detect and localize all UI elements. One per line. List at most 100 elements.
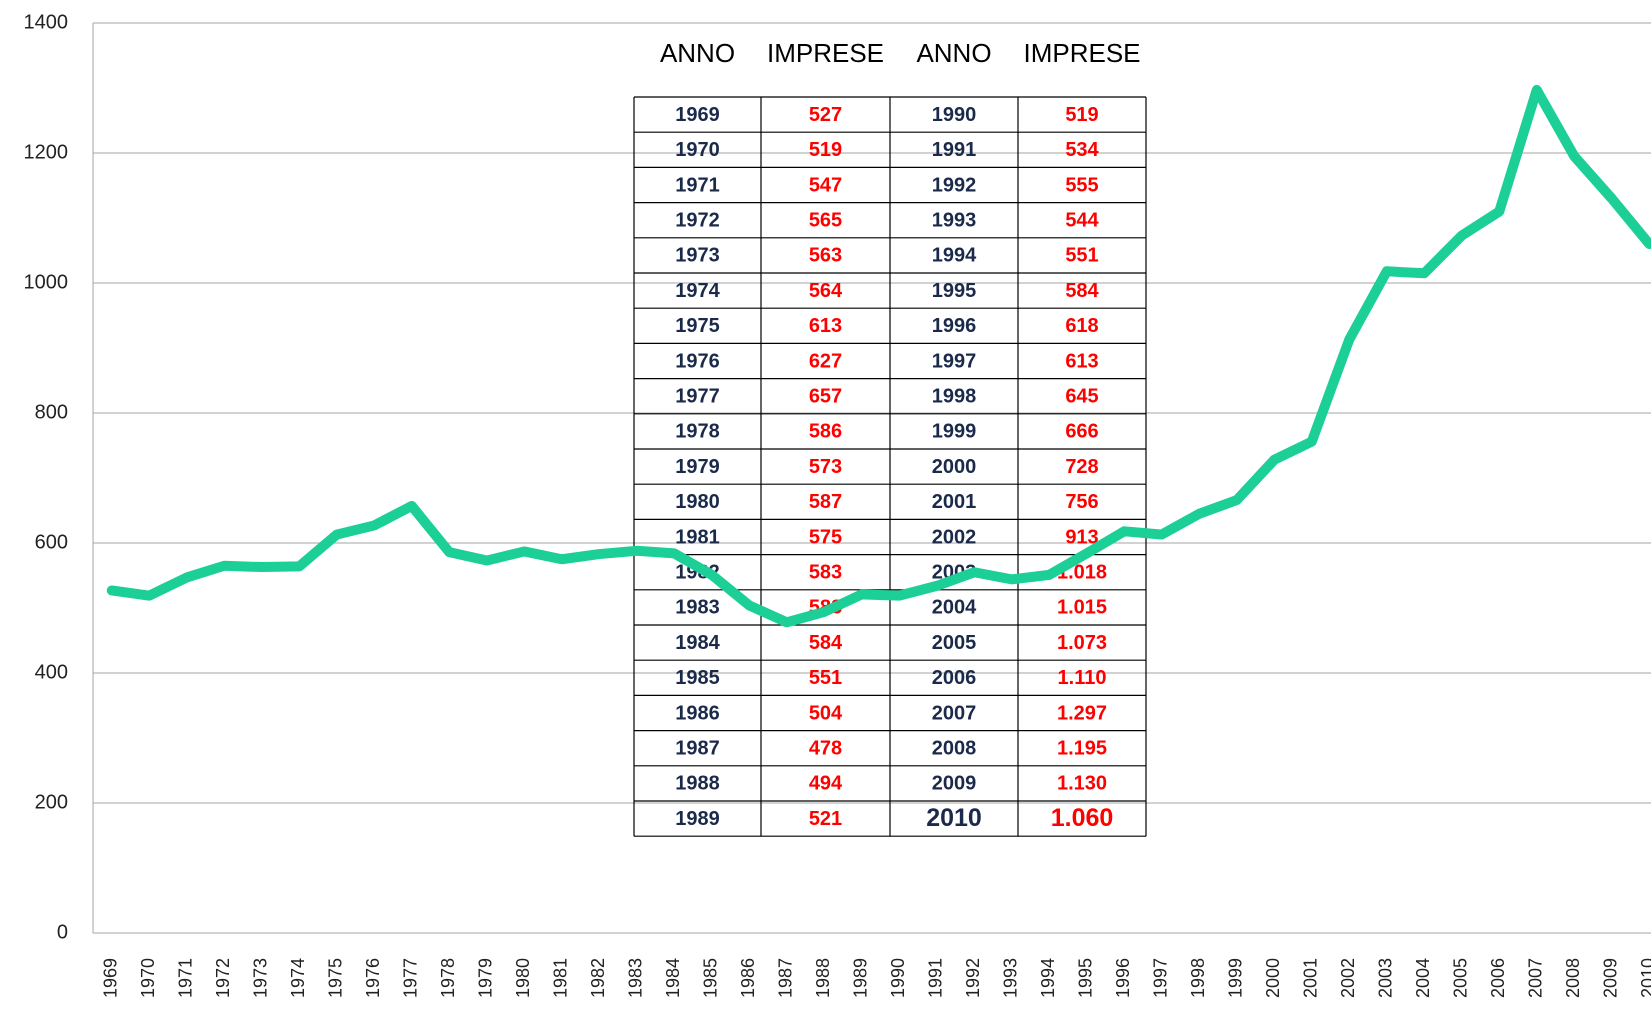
table-header: IMPRESE bbox=[1023, 38, 1140, 68]
table-year: 1989 bbox=[675, 808, 720, 830]
table-header: ANNO bbox=[916, 38, 991, 68]
table-value: 1.130 bbox=[1057, 773, 1107, 795]
table-year: 1983 bbox=[675, 597, 720, 619]
table-year: 2005 bbox=[932, 632, 977, 654]
y-tick-label: 800 bbox=[35, 401, 68, 423]
table-value: 756 bbox=[1065, 491, 1098, 513]
x-tick-label: 1999 bbox=[1226, 958, 1246, 998]
table-value: 728 bbox=[1065, 456, 1098, 478]
x-tick-label: 1976 bbox=[363, 958, 383, 998]
x-tick-label: 2001 bbox=[1301, 958, 1321, 998]
table-year: 2007 bbox=[932, 702, 977, 724]
table-year: 1992 bbox=[932, 174, 977, 196]
x-tick-label: 1970 bbox=[138, 958, 158, 998]
table-value: 584 bbox=[1065, 280, 1099, 302]
table-year: 1981 bbox=[675, 526, 720, 548]
table-value: 587 bbox=[809, 491, 842, 513]
x-tick-label: 1983 bbox=[626, 958, 646, 998]
table-value: 1.073 bbox=[1057, 632, 1107, 654]
table-value: 563 bbox=[809, 245, 842, 267]
table-value: 1.060 bbox=[1051, 804, 1114, 832]
table-year: 2006 bbox=[932, 667, 977, 689]
table-year: 2008 bbox=[932, 737, 977, 759]
x-tick-label: 1991 bbox=[926, 958, 946, 998]
table-year: 1995 bbox=[932, 280, 977, 302]
table-value: 1.110 bbox=[1058, 667, 1107, 689]
table-year: 1975 bbox=[675, 315, 720, 337]
y-tick-label: 600 bbox=[35, 531, 68, 553]
x-tick-label: 2006 bbox=[1488, 958, 1508, 998]
x-tick-label: 1973 bbox=[251, 958, 271, 998]
x-tick-label: 1989 bbox=[851, 958, 871, 998]
x-tick-label: 1969 bbox=[101, 958, 121, 998]
table-year: 1991 bbox=[932, 139, 977, 161]
table-year: 1986 bbox=[675, 702, 720, 724]
table-value: 913 bbox=[1065, 526, 1098, 548]
x-tick-label: 1996 bbox=[1113, 958, 1133, 998]
table-year: 1978 bbox=[675, 421, 720, 443]
table-year: 1988 bbox=[675, 773, 720, 795]
table-year: 2010 bbox=[926, 804, 982, 832]
data-table: 1969 527 1990 519 1970 519 1991 534 1971 547 1992 5… bbox=[633, 96, 1147, 837]
table-value: 551 bbox=[1065, 245, 1098, 267]
table-value: 657 bbox=[809, 385, 842, 407]
table-value: 527 bbox=[809, 104, 842, 126]
x-tick-label: 2003 bbox=[1376, 958, 1396, 998]
x-tick-label: 1993 bbox=[1001, 958, 1021, 998]
table-year: 1979 bbox=[675, 456, 720, 478]
table-year: 1980 bbox=[675, 491, 720, 513]
y-tick-label: 200 bbox=[35, 791, 68, 813]
x-tick-label: 1978 bbox=[438, 958, 458, 998]
x-tick-label: 2008 bbox=[1563, 958, 1583, 998]
table-year: 1974 bbox=[675, 280, 720, 302]
x-tick-label: 1988 bbox=[813, 958, 833, 998]
table-value: 1.297 bbox=[1057, 702, 1107, 724]
table-value: 519 bbox=[1065, 104, 1098, 126]
table-value: 613 bbox=[1065, 350, 1098, 372]
x-tick-label: 1994 bbox=[1038, 958, 1058, 998]
table-value: 583 bbox=[809, 561, 842, 583]
x-tick-label: 1992 bbox=[963, 958, 983, 998]
y-tick-label: 400 bbox=[35, 661, 68, 683]
table-value: 1.015 bbox=[1057, 597, 1107, 619]
y-tick-label: 0 bbox=[57, 921, 68, 943]
x-tick-label: 2002 bbox=[1338, 958, 1358, 998]
x-tick-label: 1975 bbox=[326, 958, 346, 998]
table-year: 1977 bbox=[675, 385, 720, 407]
x-tick-label: 1985 bbox=[701, 958, 721, 998]
x-tick-label: 1984 bbox=[663, 958, 683, 998]
y-tick-label: 1400 bbox=[24, 11, 69, 33]
table-value: 494 bbox=[809, 773, 843, 795]
table-value: 575 bbox=[809, 526, 842, 548]
table-value: 586 bbox=[809, 421, 842, 443]
table-value: 547 bbox=[809, 174, 842, 196]
x-tick-label: 2005 bbox=[1451, 958, 1471, 998]
table-year: 1999 bbox=[932, 421, 977, 443]
x-tick-label: 2009 bbox=[1601, 958, 1621, 998]
table-year: 1985 bbox=[675, 667, 720, 689]
table-year: 1998 bbox=[932, 385, 977, 407]
table-year: 2002 bbox=[932, 526, 977, 548]
table-value: 645 bbox=[1065, 385, 1098, 407]
table-year: 1990 bbox=[932, 104, 977, 126]
table-year: 2004 bbox=[932, 597, 977, 619]
table-value: 565 bbox=[809, 209, 842, 231]
x-tick-label: 1990 bbox=[888, 958, 908, 998]
x-tick-label: 2010 bbox=[1638, 958, 1651, 998]
x-tick-label: 2004 bbox=[1413, 958, 1433, 998]
table-value: 584 bbox=[809, 632, 843, 654]
table-header: IMPRESE bbox=[767, 38, 884, 68]
x-tick-label: 1971 bbox=[176, 958, 196, 998]
table-year: 1969 bbox=[675, 104, 720, 126]
table-year: 1972 bbox=[675, 209, 720, 231]
table-value: 618 bbox=[1065, 315, 1098, 337]
table-year: 1997 bbox=[932, 350, 977, 372]
table-year: 1973 bbox=[675, 245, 720, 267]
table-year: 1993 bbox=[932, 209, 977, 231]
x-tick-label: 1981 bbox=[551, 958, 571, 998]
table-value: 544 bbox=[1065, 209, 1099, 231]
table-value: 666 bbox=[1065, 421, 1098, 443]
table-year: 2000 bbox=[932, 456, 977, 478]
x-tick-label: 2007 bbox=[1526, 958, 1546, 998]
